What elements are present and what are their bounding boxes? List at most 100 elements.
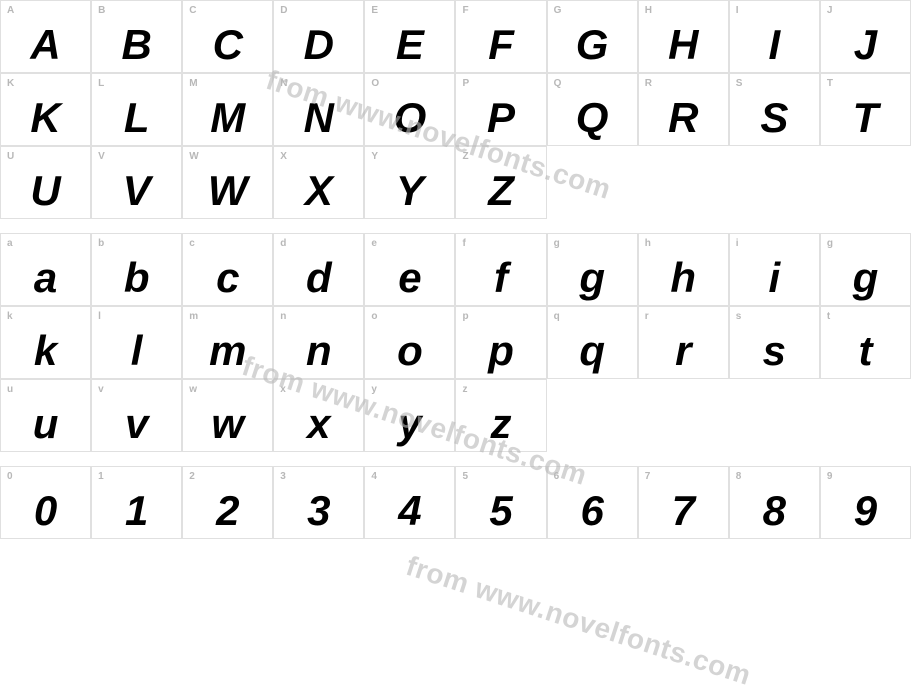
- key-label: o: [371, 311, 378, 322]
- key-label: 5: [462, 471, 468, 482]
- key-label: b: [98, 238, 105, 249]
- key-label: P: [462, 78, 469, 89]
- key-label: v: [98, 384, 104, 395]
- glyph-cell: 22: [182, 466, 273, 539]
- key-label: a: [7, 238, 13, 249]
- glyph-cell: ll: [91, 306, 182, 379]
- glyph: 4: [365, 490, 454, 532]
- glyph-cell: 55: [455, 466, 546, 539]
- glyph: 0: [1, 490, 90, 532]
- glyph-cell: 00: [0, 466, 91, 539]
- glyph-cell: OO: [364, 73, 455, 146]
- glyph-cell: aa: [0, 233, 91, 306]
- glyph: d: [274, 257, 363, 299]
- key-label: z: [462, 384, 468, 395]
- key-label: J: [827, 5, 833, 16]
- glyph-cell: XX: [273, 146, 364, 219]
- glyph: t: [821, 330, 910, 372]
- glyph: q: [548, 330, 637, 372]
- glyph-cell: rr: [638, 306, 729, 379]
- key-label: I: [736, 5, 739, 16]
- glyph: G: [548, 24, 637, 66]
- key-label: 3: [280, 471, 286, 482]
- glyph-cell: nn: [273, 306, 364, 379]
- glyph: U: [1, 170, 90, 212]
- glyph: A: [1, 24, 90, 66]
- glyph-cell: BB: [91, 0, 182, 73]
- glyph-cell: tt: [820, 306, 911, 379]
- glyph: K: [1, 97, 90, 139]
- key-label: S: [736, 78, 743, 89]
- glyph-cell: xx: [273, 379, 364, 452]
- key-label: g: [827, 238, 834, 249]
- section-uppercase: AABBCCDDEEFFGGHHIIJJKKLLMMNNOOPPQQRRSSTT…: [0, 0, 911, 219]
- glyph-cell: QQ: [547, 73, 638, 146]
- glyph-cell: pp: [455, 306, 546, 379]
- glyph-cell: II: [729, 0, 820, 73]
- key-label: c: [189, 238, 195, 249]
- glyph: Z: [456, 170, 545, 212]
- empty-cell: [729, 379, 820, 452]
- key-label: U: [7, 151, 15, 162]
- key-label: q: [554, 311, 561, 322]
- section-digits: 00112233445566778899: [0, 466, 911, 539]
- glyph: J: [821, 24, 910, 66]
- glyph: m: [183, 330, 272, 372]
- glyph-cell: 99: [820, 466, 911, 539]
- glyph-cell: SS: [729, 73, 820, 146]
- key-label: G: [554, 5, 562, 16]
- glyph-cell: CC: [182, 0, 273, 73]
- key-label: y: [371, 384, 377, 395]
- glyph: 8: [730, 490, 819, 532]
- font-character-map: AABBCCDDEEFFGGHHIIJJKKLLMMNNOOPPQQRRSSTT…: [0, 0, 911, 668]
- key-label: 1: [98, 471, 104, 482]
- glyph-cell: gg: [820, 233, 911, 306]
- empty-cell: [547, 146, 638, 219]
- glyph-cell: ss: [729, 306, 820, 379]
- key-label: e: [371, 238, 377, 249]
- key-label: F: [462, 5, 469, 16]
- glyph-cell: AA: [0, 0, 91, 73]
- key-label: s: [736, 311, 742, 322]
- key-label: O: [371, 78, 379, 89]
- glyph: H: [639, 24, 728, 66]
- glyph-cell: MM: [182, 73, 273, 146]
- glyph-cell: EE: [364, 0, 455, 73]
- key-label: 2: [189, 471, 195, 482]
- key-label: 9: [827, 471, 833, 482]
- key-label: l: [98, 311, 101, 322]
- glyph: y: [365, 403, 454, 445]
- key-label: H: [645, 5, 653, 16]
- key-label: Q: [554, 78, 562, 89]
- glyph-cell: FF: [455, 0, 546, 73]
- glyph-cell: DD: [273, 0, 364, 73]
- glyph-cell: hh: [638, 233, 729, 306]
- glyph-cell: yy: [364, 379, 455, 452]
- glyph-cell: 88: [729, 466, 820, 539]
- key-label: f: [462, 238, 466, 249]
- glyph-cell: oo: [364, 306, 455, 379]
- glyph: I: [730, 24, 819, 66]
- empty-cell: [638, 379, 729, 452]
- glyph: M: [183, 97, 272, 139]
- glyph: L: [92, 97, 181, 139]
- glyph: l: [92, 330, 181, 372]
- key-label: B: [98, 5, 106, 16]
- key-label: 7: [645, 471, 651, 482]
- glyph-cell: NN: [273, 73, 364, 146]
- key-label: 4: [371, 471, 377, 482]
- glyph: T: [821, 97, 910, 139]
- glyph-cell: VV: [91, 146, 182, 219]
- key-label: i: [736, 238, 739, 249]
- glyph: 3: [274, 490, 363, 532]
- key-label: w: [189, 384, 197, 395]
- key-label: E: [371, 5, 378, 16]
- key-label: Y: [371, 151, 378, 162]
- glyph: C: [183, 24, 272, 66]
- glyph-cell: 33: [273, 466, 364, 539]
- key-label: L: [98, 78, 105, 89]
- empty-cell: [638, 146, 729, 219]
- glyph: o: [365, 330, 454, 372]
- glyph: 6: [548, 490, 637, 532]
- glyph: 7: [639, 490, 728, 532]
